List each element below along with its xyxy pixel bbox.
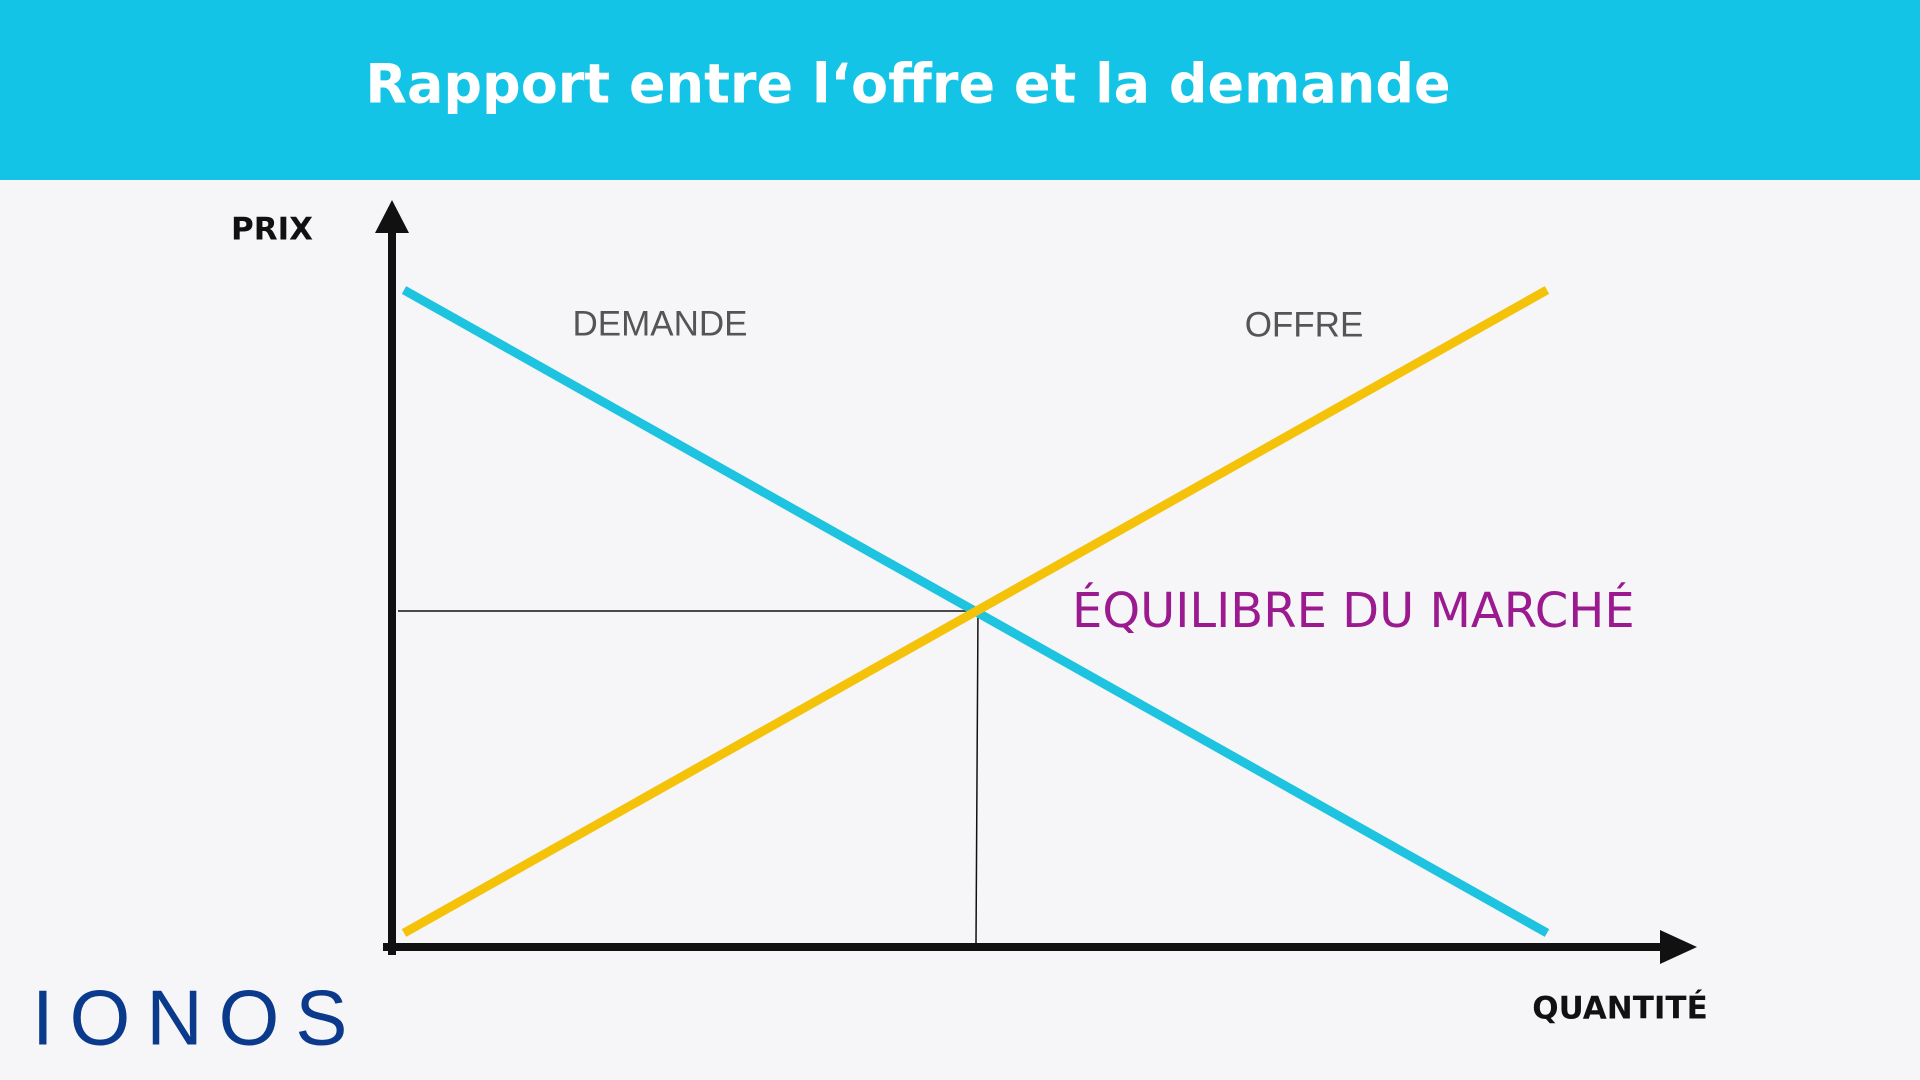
- y-axis-arrow: [375, 200, 409, 233]
- supply-curve: [401, 286, 1550, 937]
- equilibrium-label: ÉQUILIBRE DU MARCHÉ: [1072, 582, 1635, 639]
- title: Rapport entre l‘offre et la demande: [365, 53, 1450, 116]
- demand-label: DEMANDE: [572, 304, 747, 343]
- header-bar: [0, 0, 1920, 180]
- y-axis-label: PRIX: [231, 212, 313, 248]
- logo: IONOS: [32, 974, 363, 1062]
- x-axis-label: QUANTITÉ: [1532, 991, 1708, 1027]
- quantity-guide: [975, 610, 979, 945]
- x-axis-arrow: [1660, 930, 1697, 964]
- supply-label: OFFRE: [1245, 305, 1364, 344]
